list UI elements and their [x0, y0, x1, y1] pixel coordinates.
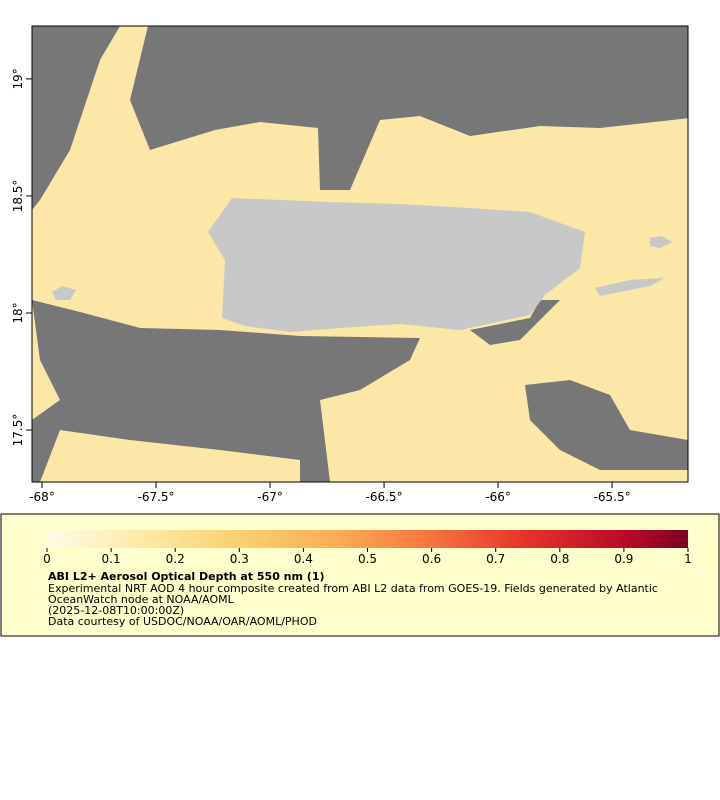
no-data [130, 26, 688, 190]
culebra [650, 236, 672, 248]
colorbar-label: 0.9 [614, 552, 633, 566]
x-tick-label: -66.5° [366, 490, 403, 504]
x-tick-label: -65.5° [594, 490, 631, 504]
no-data [32, 300, 420, 482]
no-data [525, 380, 688, 470]
vieques [595, 278, 665, 296]
map-frame [31, 25, 689, 483]
colorbar-label: 0 [43, 552, 51, 566]
y-tick-label: 17.5° [11, 414, 25, 447]
y-tick-label: 19° [11, 68, 25, 89]
y-tick-label: 18.5° [11, 180, 25, 213]
legend-line: OceanWatch node at NOAA/AOML [48, 593, 235, 606]
no-data [120, 345, 300, 392]
aod-field [40, 430, 300, 482]
colorbar-label: 0.6 [422, 552, 441, 566]
legend-line: Data courtesy of USDOC/NOAA/OAR/AOML/PHO… [48, 615, 317, 628]
y-tick-label: 18° [11, 302, 25, 323]
no-data [32, 26, 120, 210]
x-tick-label: -67.5° [138, 490, 175, 504]
x-tick-label: -66° [485, 490, 511, 504]
colorbar-label: 0.7 [486, 552, 505, 566]
x-tick-label: -67° [257, 490, 283, 504]
colorbar-label: 0.5 [358, 552, 377, 566]
colorbar-label: 1 [684, 552, 692, 566]
colorbar-label: 0.4 [294, 552, 313, 566]
colorbar-label: 0.1 [102, 552, 121, 566]
puerto-rico [208, 198, 585, 332]
legend-title: ABI L2+ Aerosol Optical Depth at 550 nm … [48, 570, 325, 583]
map [32, 26, 688, 482]
legend-line: Experimental NRT AOD 4 hour composite cr… [48, 582, 658, 595]
legend-line: (2025-12-08T10:00:00Z) [48, 604, 184, 617]
colorbar-label: 0.2 [166, 552, 185, 566]
mona [52, 286, 76, 300]
x-tick-label: -68° [29, 490, 55, 504]
no-data [470, 300, 560, 345]
colorbar-label: 0.8 [550, 552, 569, 566]
colorbar [47, 530, 688, 548]
colorbar-label: 0.3 [230, 552, 249, 566]
